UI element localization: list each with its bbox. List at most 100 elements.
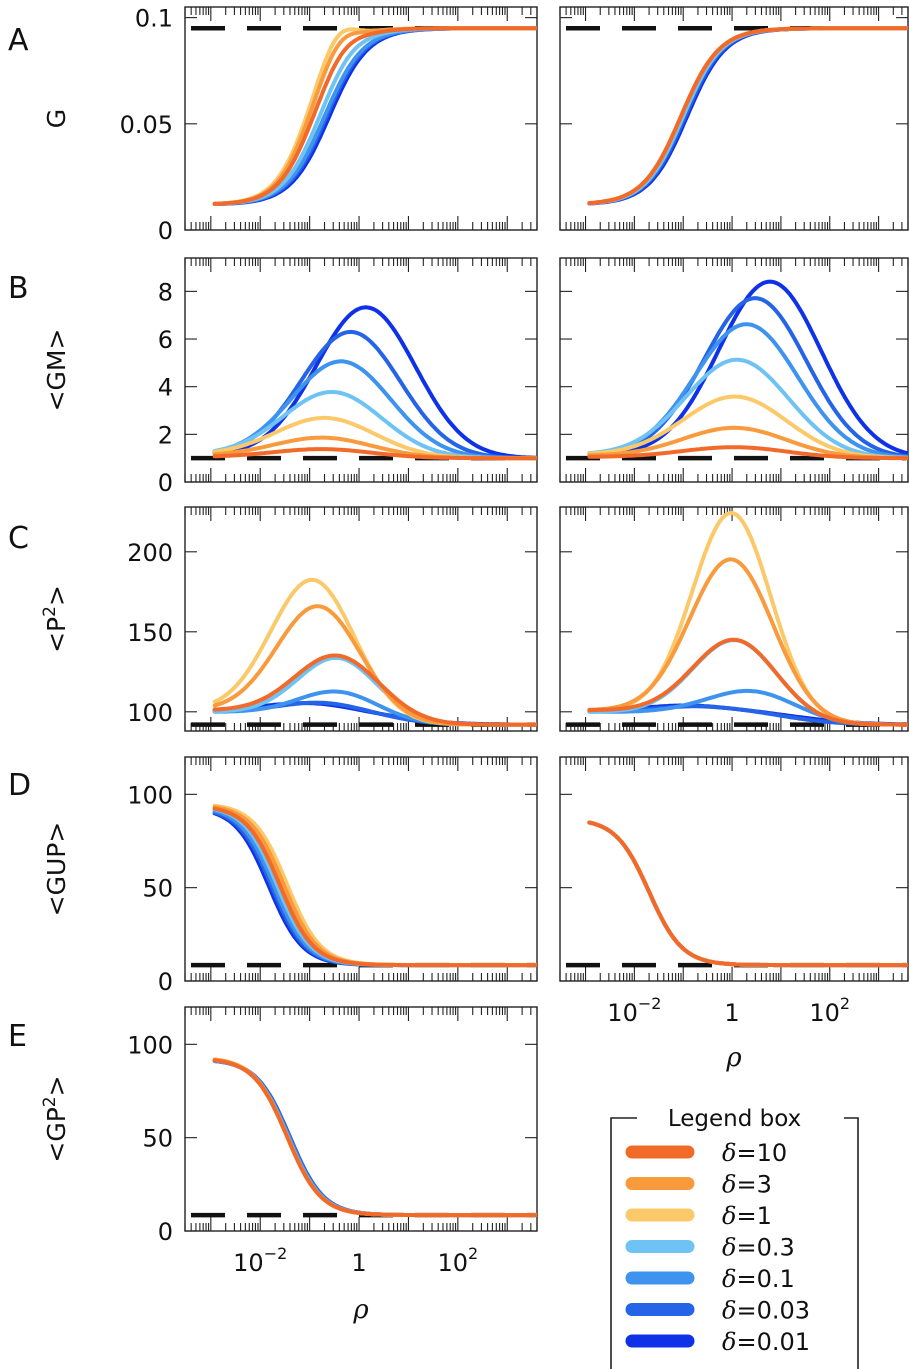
- series-line: [212, 26, 537, 206]
- y-tick-label: 0.1: [135, 5, 173, 33]
- plot-frame: [184, 506, 538, 732]
- legend-label: δ=0.3: [722, 1234, 795, 1262]
- y-tick-label: 100: [127, 699, 173, 727]
- y-tick-label: 0: [158, 217, 173, 245]
- x-tick-label: 102: [437, 1244, 478, 1277]
- chart-panel-A-right: [559, 6, 909, 231]
- legend-title: Legend box: [668, 1106, 801, 1132]
- y-tick-label: 100: [127, 781, 173, 809]
- plot-frame: [184, 6, 538, 231]
- legend-label: δ=3: [722, 1171, 772, 1199]
- y-axis-label: <GM>: [42, 329, 71, 412]
- series-line: [587, 26, 908, 206]
- series-line: [587, 445, 908, 461]
- series-line: [587, 279, 908, 457]
- y-tick-label: 0.05: [120, 111, 173, 139]
- y-tick-label: 100: [127, 1031, 173, 1059]
- y-tick-label: 50: [142, 875, 173, 903]
- y-tick-label: 150: [127, 619, 173, 647]
- series-line: [212, 806, 537, 968]
- series-line: [587, 357, 908, 460]
- y-axis-label: <GP2>: [40, 1075, 71, 1162]
- series-line: [212, 26, 537, 206]
- legend-label: δ=0.01: [722, 1328, 810, 1356]
- chart-panel-B-left: 0 2 4 6 8 <GM>: [42, 257, 538, 497]
- y-tick-label: 0: [158, 968, 173, 996]
- panel-letter-D: D: [8, 768, 31, 803]
- legend-label: δ=1: [722, 1202, 772, 1230]
- x-tick-label: 102: [809, 994, 850, 1027]
- plot-frame: [184, 756, 538, 982]
- legend-label: δ=0.1: [722, 1265, 795, 1293]
- plot-frame: [559, 506, 909, 732]
- series-line: [587, 820, 908, 968]
- series-line: [212, 805, 537, 968]
- x-tick-label: 10−2: [233, 1244, 287, 1277]
- x-tick-label: 1: [724, 999, 739, 1027]
- panel-letter-C: C: [8, 521, 29, 556]
- y-axis-label: <P2>: [40, 585, 71, 653]
- series-line: [212, 359, 537, 461]
- series-line: [212, 26, 537, 206]
- series-line: [587, 820, 908, 968]
- chart-panel-C-right: [559, 506, 909, 732]
- legend-box: Legend box δ=10 δ=3 δ=1 δ=0.3 δ=0.1 δ=0.03 δ=0.…: [610, 1106, 859, 1369]
- legend-frame: [610, 1117, 859, 1369]
- legend-label: δ=10: [722, 1139, 787, 1167]
- series-line: [587, 26, 908, 206]
- series-line: [212, 447, 537, 461]
- series-line: [587, 820, 908, 968]
- series-line: [587, 26, 908, 206]
- y-tick-label: 4: [158, 374, 173, 402]
- chart-panel-D-right: [559, 756, 909, 982]
- legend-label: δ=0.03: [722, 1297, 810, 1325]
- y-axis-label: <GUP>: [42, 822, 71, 917]
- series-line: [587, 26, 908, 206]
- series-line: [587, 296, 908, 459]
- series-line: [587, 820, 908, 968]
- series-line: [587, 26, 908, 206]
- series-line: [587, 820, 908, 968]
- series-line: [212, 26, 537, 206]
- x-axis-title: ρ: [352, 1295, 369, 1325]
- x-tick-label: 1: [351, 1249, 366, 1277]
- panel-letter-A: A: [8, 23, 29, 58]
- y-tick-label: 200: [127, 539, 173, 567]
- plot-frame: [184, 1006, 538, 1232]
- series-line: [587, 820, 908, 968]
- x-axis-title: ρ: [725, 1043, 742, 1073]
- y-tick-label: 6: [158, 326, 173, 354]
- chart-panel-A-left: 0 0.05 0.1 G: [42, 5, 538, 245]
- y-axis-label: G: [42, 109, 71, 128]
- series-line: [587, 394, 908, 460]
- y-tick-label: 0: [158, 1218, 173, 1246]
- series-line: [212, 689, 537, 727]
- series-line: [212, 653, 537, 727]
- x-tick-label: 10−2: [607, 994, 661, 1027]
- series-line: [212, 26, 537, 206]
- y-tick-label: 0: [158, 469, 173, 497]
- y-tick-label: 2: [158, 421, 173, 449]
- series-line: [587, 26, 908, 206]
- plot-frame: [559, 756, 909, 982]
- series-line: [212, 26, 537, 206]
- series-line: [587, 26, 908, 206]
- plot-frame: [184, 257, 538, 483]
- plot-frame: [559, 6, 909, 231]
- plot-frame: [559, 257, 909, 483]
- chart-panel-C-left: 100 150 200 <P2>: [40, 506, 538, 732]
- chart-panel-D-left: 0 50 100 <GUP>: [42, 756, 538, 996]
- series-line: [212, 26, 537, 206]
- series-line: [587, 557, 908, 727]
- chart-panel-B-right: [559, 257, 909, 483]
- series-line: [587, 820, 908, 968]
- y-tick-label: 50: [142, 1125, 173, 1153]
- y-tick-label: 8: [158, 278, 173, 306]
- chart-panel-E-left: 0 50 100 <GP2>: [40, 1006, 538, 1246]
- series-line: [212, 1058, 537, 1218]
- series-line: [587, 637, 908, 727]
- panel-letter-E: E: [8, 1019, 27, 1054]
- series-line: [212, 803, 537, 968]
- panel-letter-B: B: [8, 271, 29, 306]
